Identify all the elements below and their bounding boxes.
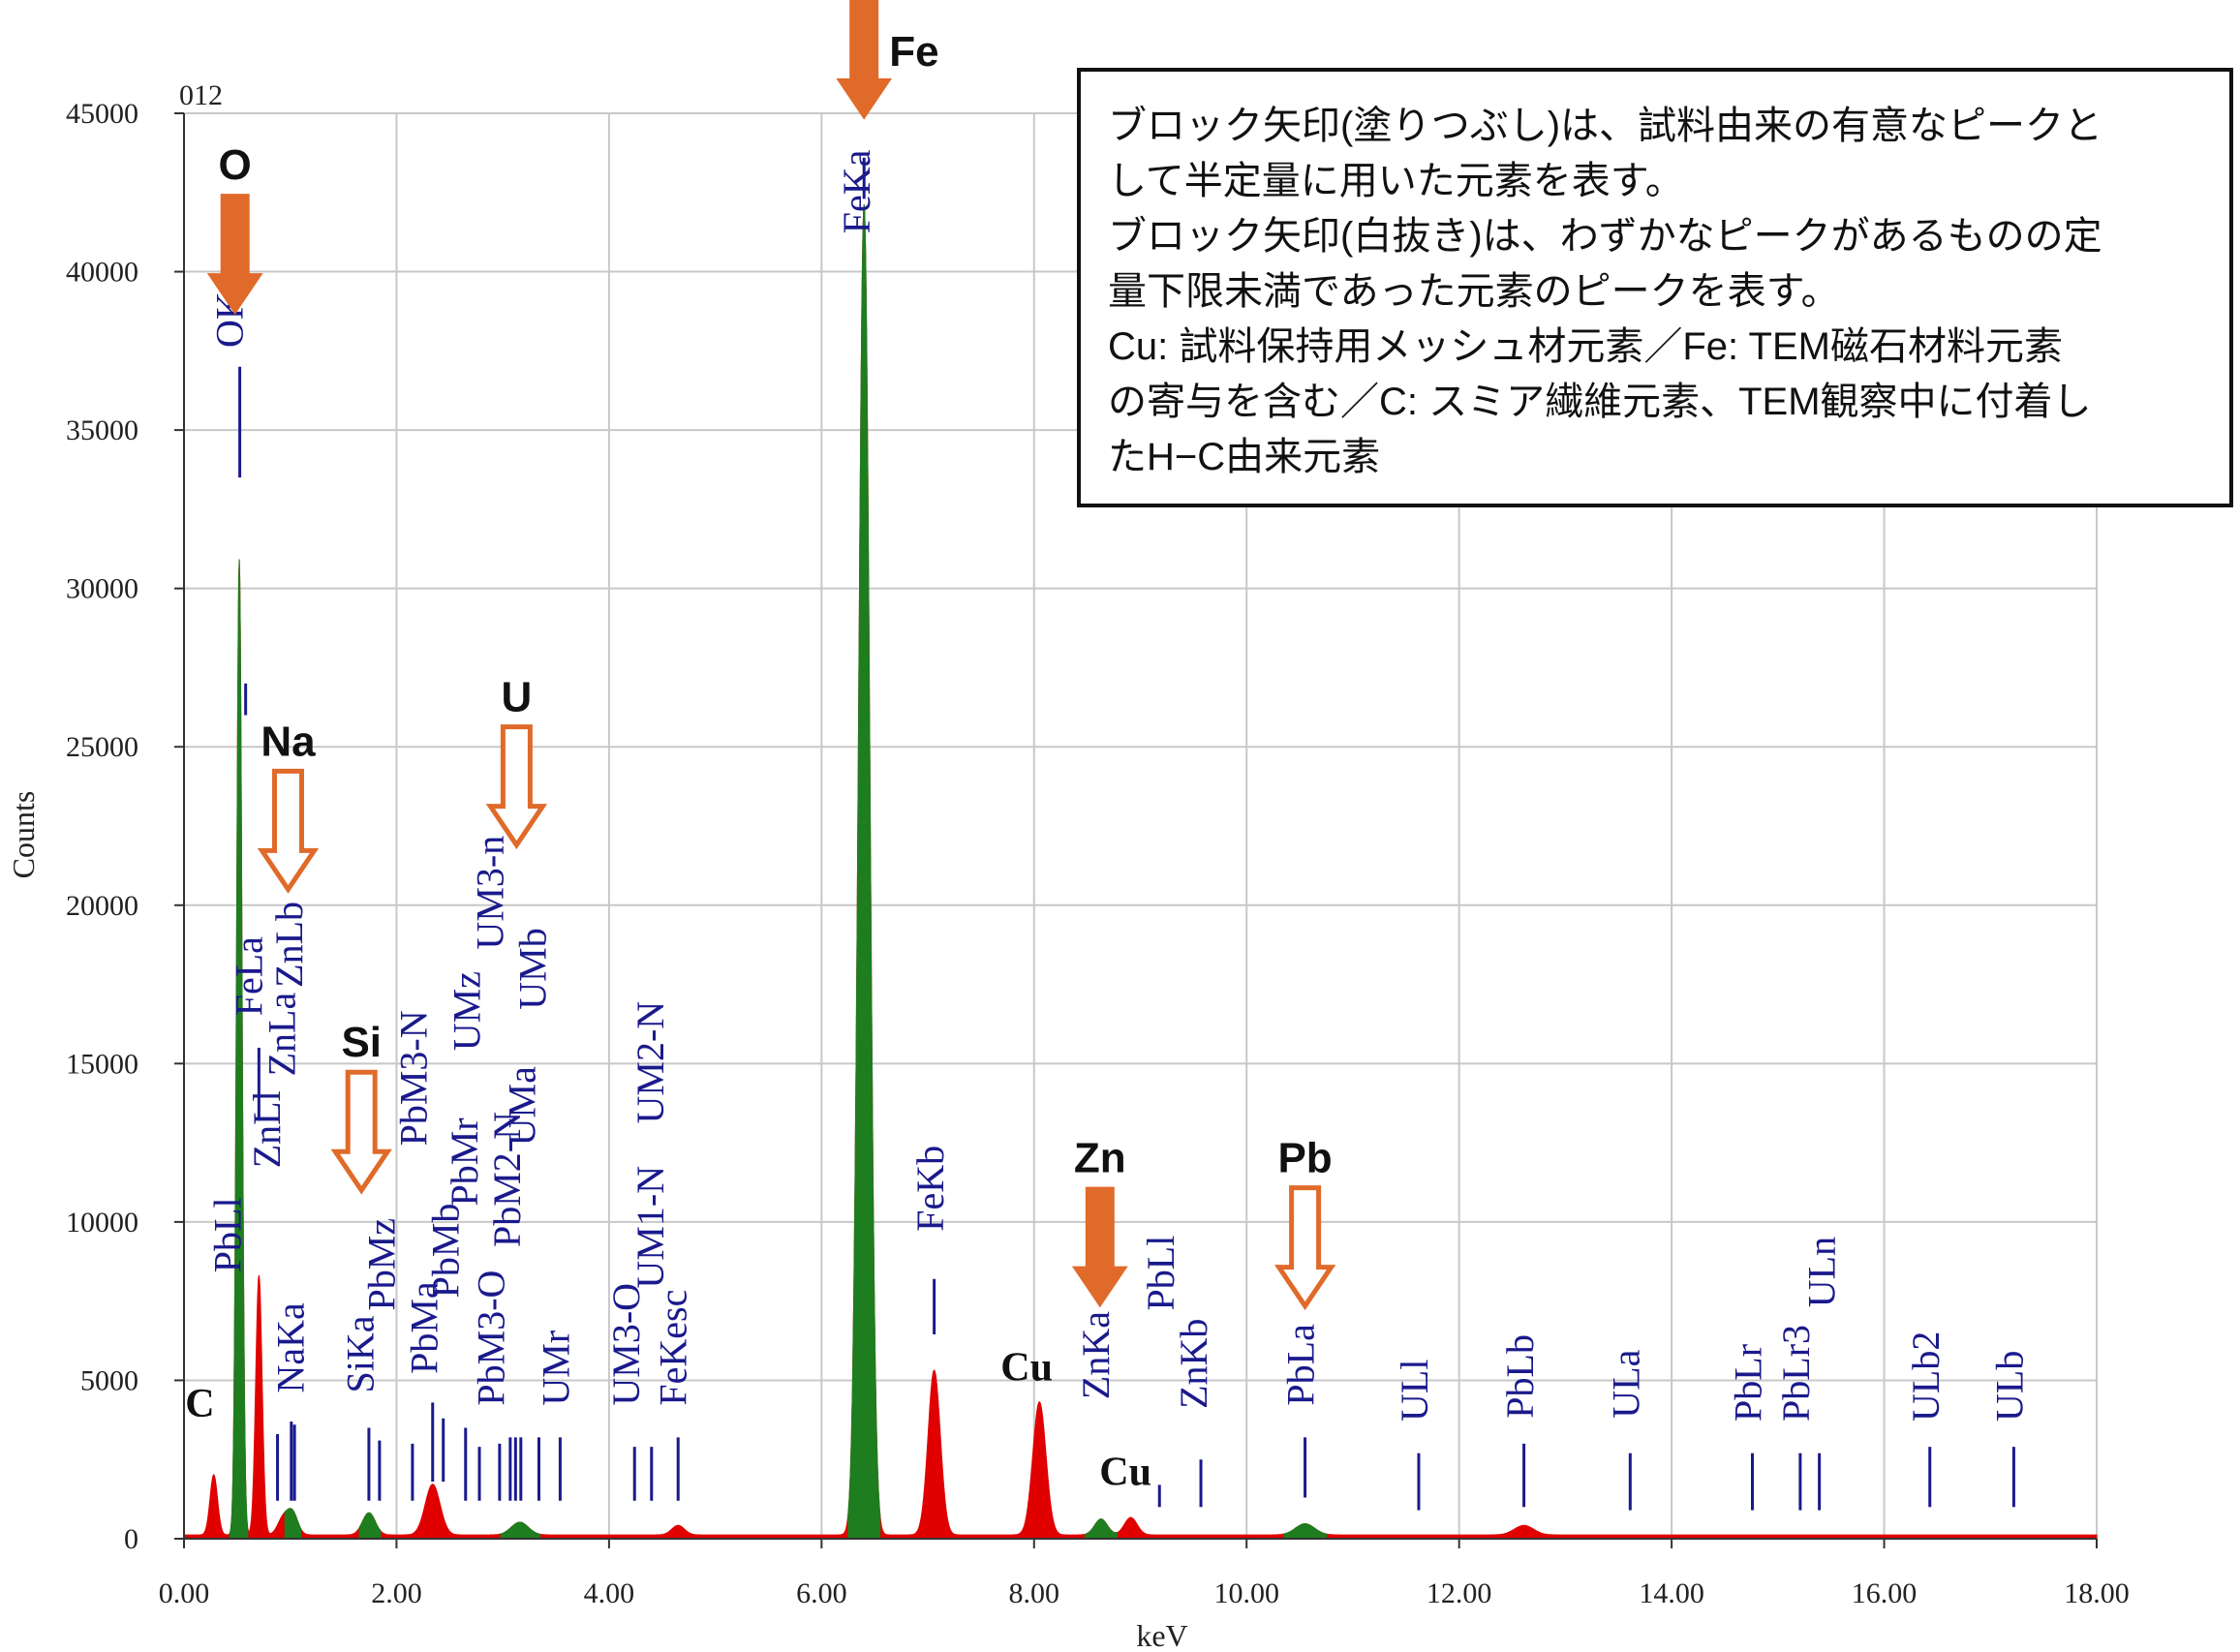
c-label: C [185,1382,214,1426]
highlighted-peak [1283,1523,1328,1540]
note-line: して半定量に用いた元素を表す。 [1108,160,1684,202]
element-label-si: Si [341,1019,382,1066]
highlighted-peak [1084,1518,1118,1540]
arrow-zn [1071,1186,1128,1308]
peak-label: UM3-n [469,836,512,950]
peak-label: ZnLl [245,1090,289,1168]
y-tick-label: 15000 [66,1048,138,1080]
peak-label: SiKa [339,1315,383,1392]
y-tick-label: 30000 [66,573,138,605]
peak-label: PbM3-N [392,1010,436,1146]
peak-label: ZnLa [261,993,304,1077]
x-tick-label: 8.00 [1009,1577,1060,1609]
x-tick-label: 0.00 [159,1577,210,1609]
peak-label: PbMz [360,1218,404,1311]
note-line: の寄与を含む／C: スミア繊維元素、TEM観察中に付着し [1108,381,2092,423]
line-markers [238,157,2015,1511]
element-label-o: O [219,141,252,189]
highlighted-peak [500,1521,541,1540]
peak-label: PbMb [423,1204,467,1299]
peak-label: PbLr [1727,1344,1770,1422]
y-tick-label: 25000 [66,731,138,763]
peak-label: FeLa [227,936,270,1016]
peak-label: ULb [1988,1351,2032,1422]
cu-label: Cu [1000,1345,1053,1390]
peak-label: UM3-O [604,1283,648,1406]
element-arrows: O Fe Na U Si Zn Pb [206,0,1336,1311]
y-tick-label: 20000 [66,890,138,922]
axes: 0.00 2.00 4.00 6.00 8.00 10.00 12.00 14.00 16.00… [66,98,2130,1609]
peak-label: ULl [1393,1360,1436,1422]
y-tick-label: 5000 [80,1364,138,1396]
x-tick-label: 2.00 [371,1577,422,1609]
arrow-si [330,1069,392,1195]
arrow-fe [836,0,893,120]
note-line: Cu: 試料保持用メッシュ材元素／Fe: TEM磁石材料元素 [1108,325,2063,368]
y-axis-title: Counts [6,791,41,879]
x-tick-label: 4.00 [584,1577,635,1609]
note-line: たH−C由来元素 [1108,436,1381,478]
peak-label: ULb2 [1904,1331,1948,1422]
peak-label: UMb [510,928,554,1009]
note-line: ブロック矢印(塗りつぶし)は、試料由来の有意なピークと [1108,105,2103,147]
peak-label: UMr [535,1331,578,1406]
element-label-pb: Pb [1277,1135,1332,1182]
element-label-fe: Fe [889,28,938,76]
peak-label: PbLl [1139,1236,1182,1311]
element-label-u: U [502,674,533,721]
x-tick-label: 18.00 [2064,1577,2130,1609]
x-tick-label: 6.00 [796,1577,847,1609]
highlighted-peak [847,204,881,1540]
peak-label: UM1-N [629,1166,672,1289]
peak-label: UM2-N [629,1001,672,1124]
y-tick-label: 35000 [66,414,138,446]
peak-label: ZnKb [1172,1319,1215,1409]
peak-label: PbLr3 [1774,1325,1818,1422]
peak-label: PbM3-O [470,1270,513,1406]
legend-note-box: ブロック矢印(塗りつぶし)は、試料由来の有意なピークと して半定量に用いた元素を… [1077,68,2233,507]
y-tick-label: 0 [124,1523,138,1555]
peak-label: ULn [1799,1237,1843,1307]
note-line: ブロック矢印(白抜き)は、わずかなピークがあるものの定 [1108,215,2102,258]
cu-label: Cu [1099,1450,1151,1494]
arrow-pb [1273,1185,1336,1311]
x-tick-label: 14.00 [1639,1577,1704,1609]
peak-label: NaKa [268,1302,312,1393]
panel-id: 012 [179,79,223,111]
x-axis-title: keV [1136,1618,1187,1652]
peak-label: ZnLb [267,902,311,988]
peak-label: FeKa [835,149,878,233]
x-tick-label: 16.00 [1852,1577,1918,1609]
y-tick-label: 10000 [66,1207,138,1239]
peak-label: ULa [1604,1349,1647,1418]
highlighted-peak [358,1512,382,1540]
peak-label: PbLb [1498,1334,1542,1419]
spectrum [183,204,2098,1540]
peak-label: PbLa [1279,1324,1323,1406]
peak-label: PbMa [403,1281,446,1374]
peak-label: FeKb [908,1146,952,1232]
x-tick-label: 10.00 [1213,1577,1279,1609]
peak-label: FeKesc [651,1290,694,1406]
peak-label: ZnKa [1074,1311,1118,1399]
x-tick-label: 12.00 [1427,1577,1492,1609]
y-tick-label: 45000 [66,98,138,130]
arrow-u [485,724,548,850]
peak-label: PbLl [206,1197,250,1272]
y-tick-label: 40000 [66,257,138,289]
arrow-na [257,768,320,894]
note-line: 量下限未満であった元素のピークを表す。 [1108,270,1840,313]
peak-label: PbM2-N [485,1112,529,1247]
element-label-zn: Zn [1074,1135,1126,1182]
peak-label: UMz [445,971,488,1051]
highlighted-peak [229,559,249,1540]
peak-label: PbMr [443,1117,486,1206]
element-label-na: Na [261,718,316,765]
peak-label: UMa [500,1066,543,1146]
arrow-o [206,194,263,315]
highlighted-peak [284,1508,302,1540]
